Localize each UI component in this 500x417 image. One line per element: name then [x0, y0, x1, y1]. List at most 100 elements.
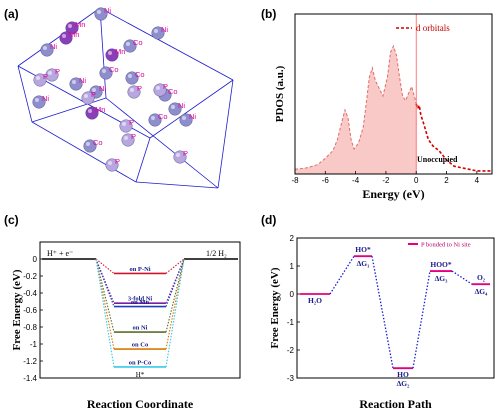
atom-label: Co	[168, 87, 178, 96]
atom-label: Ni	[50, 42, 57, 51]
atom-label: Ni	[99, 84, 106, 93]
her-level-label: on Co	[132, 342, 148, 349]
oer-connector	[371, 256, 394, 369]
her-y-ticks: 0 -0.2 -0.4 -0.6 -0.8 -1 -1.2 -1.4	[23, 255, 43, 383]
oer-y-tick-label: -3	[287, 374, 295, 383]
atom-label: P	[129, 118, 134, 127]
atom-highlight	[108, 161, 112, 165]
her-path-down	[95, 258, 115, 304]
atom-label: Co	[135, 70, 145, 79]
oer-step-label: HO*	[355, 245, 371, 254]
oer-connector	[412, 270, 431, 369]
her-level-label: on Ni	[133, 325, 148, 332]
atom-highlight	[97, 10, 101, 14]
her-level-label: 3-fold Ni	[128, 296, 153, 303]
atom-label: Ni	[161, 25, 168, 34]
atom-highlight	[62, 34, 66, 38]
her-path-down	[95, 258, 115, 274]
atom-label: P	[163, 82, 168, 91]
crystal-edge-4	[31, 97, 107, 123]
pdos-unoccupied-line	[415, 102, 492, 172]
crystal-edge-8	[17, 65, 33, 123]
atom-highlight	[128, 74, 132, 78]
atom-highlight	[130, 88, 134, 92]
her-path-up	[165, 258, 185, 274]
atom-highlight	[43, 46, 47, 50]
panel-b-label: (b)	[261, 7, 276, 21]
atom-label: Ni	[104, 6, 111, 15]
her-y-tick-label: -1	[30, 340, 38, 349]
atom-highlight	[154, 29, 158, 33]
crystal-edge-7	[31, 121, 137, 183]
atom-label: Ni	[189, 112, 196, 121]
crystal-edge-0	[17, 7, 101, 67]
atom-label: Mn	[95, 105, 105, 114]
her-end-label: 1/2 H₂	[206, 249, 227, 258]
her-free-energy-chart: 0 -0.2 -0.4 -0.6 -0.8 -1 -1.2 -1.4 on P-Ni 3-fol…	[11, 241, 241, 411]
her-y-tick-label: -0.6	[23, 306, 37, 315]
crystal-edge-10	[217, 79, 234, 189]
pdos-x-axis-title: Energy (eV)	[362, 187, 424, 201]
pdos-x-tick-label: 2	[444, 176, 449, 185]
oer-y-tick-label: 1	[290, 262, 295, 271]
atom-label: P	[55, 67, 60, 76]
oer-connector	[329, 255, 355, 295]
atom-highlight	[122, 122, 126, 126]
oer-x-axis-title: Reaction Path	[359, 397, 432, 411]
her-path-up	[165, 258, 185, 350]
pdos-legend-label: d orbitals	[416, 23, 450, 33]
oer-step-label: H₂O	[308, 296, 322, 305]
atom-label: Co	[109, 65, 119, 74]
pdos-x-tick-label: 4	[475, 176, 480, 185]
atom-label: Ni	[178, 101, 185, 110]
atom-highlight	[108, 51, 112, 55]
atom-label: P	[43, 72, 48, 81]
pdos-y-axis-title: PDOS (a.u.)	[274, 65, 286, 122]
atom-highlight	[48, 71, 52, 75]
her-y-tick-label: 0	[33, 255, 38, 264]
crystal-edge-2	[149, 79, 234, 139]
her-path-down	[95, 258, 115, 307]
oer-y-axis-title: Free Energy (eV)	[269, 267, 281, 348]
oer-y-tick-label: -1	[287, 318, 295, 327]
oer-legend-label: P bonded to Ni site	[421, 242, 471, 249]
her-y-axis-title: Free Energy (eV)	[11, 269, 23, 350]
her-y-tick-label: -0.2	[23, 272, 37, 281]
oer-delta-label: ΔG₂	[397, 379, 411, 388]
her-y-tick-label: -1.4	[23, 374, 37, 383]
oer-plot-frame	[296, 237, 495, 379]
her-level-label: on P-Co	[129, 359, 152, 366]
her-y-tick-label: -0.8	[23, 323, 37, 332]
pdos-x-tick-label: -2	[382, 176, 390, 185]
atom-highlight	[124, 136, 128, 140]
atom-label: P	[183, 149, 188, 158]
pdos-plot-frame	[294, 13, 493, 175]
atom-highlight	[68, 24, 72, 28]
atom-highlight	[182, 116, 186, 120]
her-x-axis-title: Reaction Coordinate	[87, 397, 194, 411]
her-level-label: on Mn	[131, 299, 150, 306]
atom-highlight	[151, 116, 155, 120]
oer-delta-label: ΔG₁	[357, 259, 370, 268]
crystal-edge-11	[135, 137, 151, 183]
her-path-down	[95, 258, 115, 368]
atom-highlight	[86, 142, 90, 146]
crystal-edge-1	[99, 7, 234, 81]
crystal-edge-6	[135, 181, 219, 189]
atom-highlight	[72, 80, 76, 84]
atom-highlight	[156, 86, 160, 90]
atom-label: Mn	[69, 30, 79, 39]
atom-highlight	[35, 98, 39, 102]
her-y-tick-label: -0.4	[23, 289, 37, 298]
atom-label: Ni	[79, 76, 86, 85]
atom-label: P	[137, 84, 142, 93]
atom-label: Co	[93, 138, 103, 147]
unoccupied-annotation: Unoccupied	[417, 155, 458, 164]
oer-step-label: O₂	[477, 273, 486, 282]
her-path-down	[95, 258, 115, 333]
atom-highlight	[36, 76, 40, 80]
her-path-up	[165, 258, 185, 368]
oer-connector	[451, 270, 473, 285]
